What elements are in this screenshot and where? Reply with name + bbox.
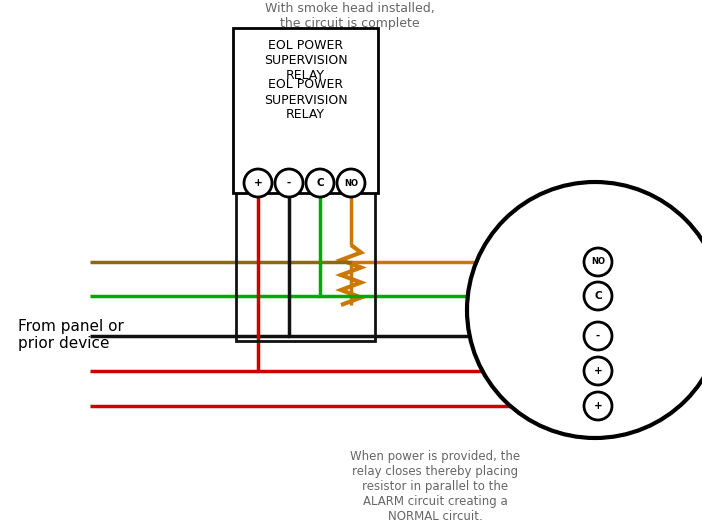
Circle shape [275,169,303,197]
Text: -: - [287,178,291,188]
Circle shape [584,282,612,310]
Text: +: + [253,178,263,188]
Text: EOL POWER
SUPERVISION
RELAY: EOL POWER SUPERVISION RELAY [264,79,347,122]
Text: +: + [594,366,602,376]
Text: EOL POWER
SUPERVISION
RELAY: EOL POWER SUPERVISION RELAY [264,39,347,82]
Circle shape [584,248,612,276]
Text: C: C [594,291,602,301]
Text: -: - [596,331,600,341]
Circle shape [244,169,272,197]
Circle shape [306,169,334,197]
Circle shape [584,357,612,385]
Circle shape [467,182,702,438]
Text: +: + [594,401,602,411]
Bar [233,28,378,193]
Text: C: C [316,178,324,188]
Text: NO: NO [344,179,358,188]
Circle shape [337,169,365,197]
Text: NO: NO [591,257,605,267]
Circle shape [584,322,612,350]
Circle shape [584,392,612,420]
Text: When power is provided, the
relay closes thereby placing
resistor in parallel to: When power is provided, the relay closes… [350,450,520,523]
Text: From panel or
prior device: From panel or prior device [18,319,124,351]
Text: With smoke head installed,
the circuit is complete: With smoke head installed, the circuit i… [265,2,435,30]
